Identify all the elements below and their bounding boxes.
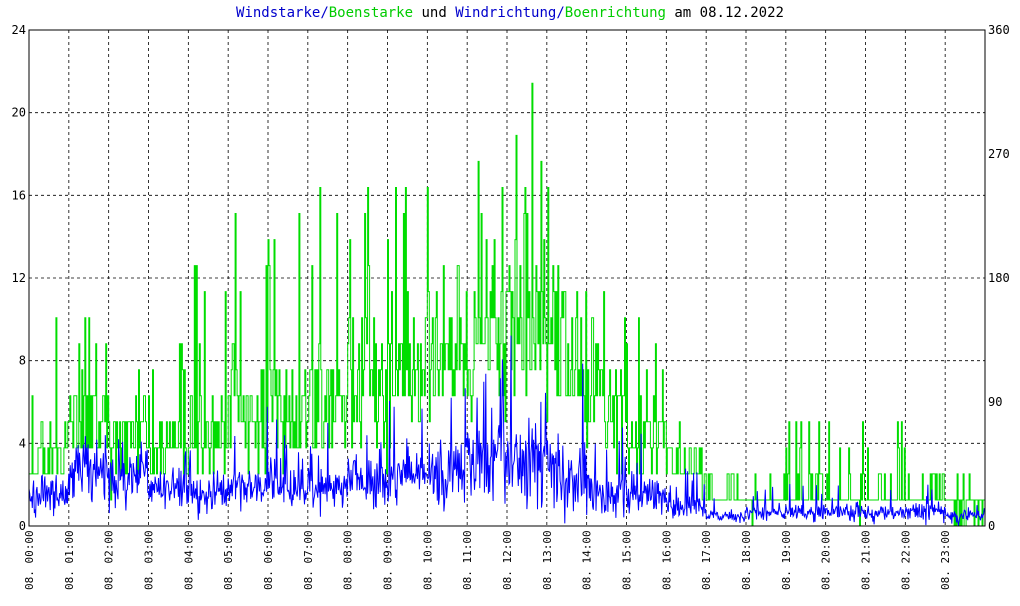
right-tick-label: 360 [988,23,1010,37]
right-tick-label: 270 [988,147,1010,161]
left-axis-ticks: 0 4 8 12 16 20 24 [12,23,26,533]
wind-speed-line [28,335,985,526]
x-tick-label: 08. 01:00 [63,530,76,590]
x-tick-label: 08. 06:00 [262,530,275,590]
gust-speed-series [29,82,985,527]
x-tick-label: 08. 16:00 [660,530,673,590]
x-tick-label: 08. 18:00 [740,530,753,590]
x-tick-label: 08. 08:00 [342,530,355,590]
right-tick-label: 90 [988,395,1002,409]
title-part: und [413,5,455,21]
x-tick-label: 08. 10:00 [421,530,434,590]
x-tick-label: 08. 15:00 [621,530,634,590]
title-part: Windstarke [236,5,320,21]
right-axis-ticks: 0 90 180 270 360 [988,23,1010,533]
x-tick-label: 08. 14:00 [581,530,594,590]
left-tick-label: 16 [12,188,26,202]
x-tick-label: 08. 17:00 [700,530,713,590]
x-tick-label: 08. 07:00 [302,530,315,590]
x-tick-label: 08. 23:00 [939,530,952,590]
left-tick-label: 24 [12,23,26,37]
chart-title: Windstarke/Boenstarke und Windrichtung/B… [236,5,784,21]
x-tick-label: 08. 13:00 [541,530,554,590]
title-part: Boenrichtung [565,5,666,21]
x-tick-label: 08. 04:00 [182,530,195,590]
right-tick-label: 180 [988,271,1010,285]
title-part: / [556,5,564,21]
x-tick-label: 08. 05:00 [222,530,235,590]
x-tick-label: 08. 22:00 [899,530,912,590]
x-tick-label: 08. 19:00 [780,530,793,590]
x-tick-label: 08. 11:00 [461,530,474,590]
wind-direction-series [28,0,985,418]
title-part: / [320,5,328,21]
left-tick-label: 4 [19,436,26,450]
title-part: Boenstarke [329,5,413,21]
x-tick-label: 08. 00:00 [23,530,36,590]
wind-speed-series [28,335,985,526]
left-tick-label: 12 [12,271,26,285]
x-tick-label: 08. 21:00 [860,530,873,590]
x-tick-label: 08. 12:00 [501,530,514,590]
left-tick-label: 8 [19,354,26,368]
left-tick-label: 0 [19,519,26,533]
title-part: am 08.12.2022 [666,5,784,21]
left-tick-label: 20 [12,106,26,120]
x-axis-ticks: 08. 00:00 08. 01:00 08. 02:00 08. 03:00 08. … [23,530,952,590]
gust-speed-line [29,82,985,527]
title-part: Windrichtung [455,5,556,21]
x-tick-label: 08. 20:00 [820,530,833,590]
x-tick-label: 08. 03:00 [143,530,156,590]
x-tick-label: 08. 09:00 [382,530,395,590]
plot-frame [28,29,986,527]
x-tick-label: 08. 02:00 [103,530,116,590]
right-tick-label: 0 [988,519,995,533]
